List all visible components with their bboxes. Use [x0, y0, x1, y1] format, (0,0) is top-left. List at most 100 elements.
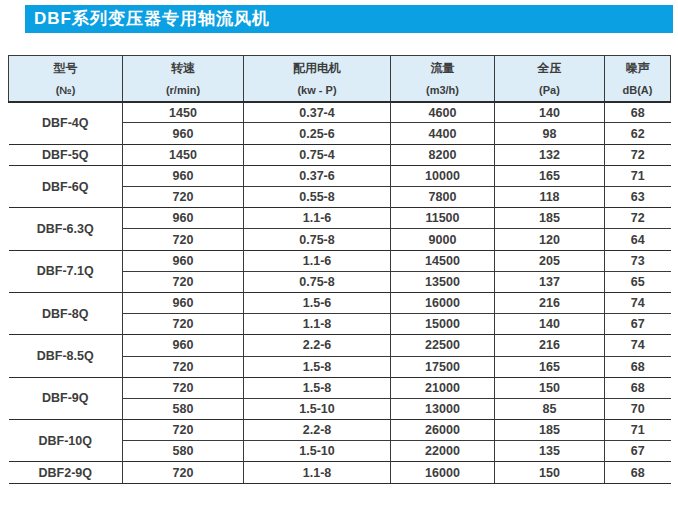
value-cell: 68: [605, 356, 671, 377]
column-header-flow: 流量 (m3/h): [391, 56, 495, 102]
value-cell: 1.1-6: [244, 250, 391, 271]
value-cell: 0.25-6: [244, 123, 391, 144]
value-cell: 720: [123, 187, 244, 208]
value-cell: 2.2-6: [244, 335, 391, 356]
value-cell: 165: [495, 165, 605, 186]
value-cell: 1.1-8: [244, 462, 391, 483]
value-cell: 960: [123, 250, 244, 271]
value-cell: 9000: [391, 229, 495, 250]
value-cell: 64: [605, 229, 671, 250]
value-cell: 15000: [391, 314, 495, 335]
header-row: 型号 (№) 转速 (r/min) 配用电机 (kw - P) 流量 (m3/h…: [9, 56, 671, 102]
table-row: DBF-4Q14500.37-4460014068: [9, 102, 671, 123]
value-cell: 1.1-6: [244, 208, 391, 229]
page-title: DBF系列变压器专用轴流风机: [25, 5, 673, 33]
value-cell: 135: [495, 441, 605, 462]
value-cell: 216: [495, 335, 605, 356]
value-cell: 1.5-8: [244, 356, 391, 377]
value-cell: 74: [605, 335, 671, 356]
value-cell: 72: [605, 208, 671, 229]
column-header-motor: 配用电机 (kw - P): [244, 56, 391, 102]
value-cell: 4400: [391, 123, 495, 144]
value-cell: 67: [605, 441, 671, 462]
model-cell: DBF2-9Q: [9, 462, 123, 483]
value-cell: 85: [495, 398, 605, 419]
value-cell: 0.75-8: [244, 229, 391, 250]
value-cell: 16000: [391, 462, 495, 483]
header-label: 噪声: [626, 61, 650, 75]
value-cell: 1.1-8: [244, 314, 391, 335]
header-unit: (r/min): [166, 84, 200, 96]
value-cell: 580: [123, 441, 244, 462]
header-unit: (kw - P): [297, 84, 336, 96]
model-cell: DBF-10Q: [9, 420, 123, 462]
value-cell: 22000: [391, 441, 495, 462]
value-cell: 1.5-6: [244, 292, 391, 313]
model-cell: DBF-4Q: [9, 102, 123, 144]
table-header: 型号 (№) 转速 (r/min) 配用电机 (kw - P) 流量 (m3/h…: [9, 56, 671, 102]
header-unit: (m3/h): [426, 84, 459, 96]
value-cell: 1450: [123, 102, 244, 123]
value-cell: 26000: [391, 420, 495, 441]
model-cell: DBF-6Q: [9, 165, 123, 207]
value-cell: 0.37-6: [244, 165, 391, 186]
value-cell: 1.5-10: [244, 441, 391, 462]
header-label: 转速: [171, 61, 195, 75]
value-cell: 72: [605, 144, 671, 165]
value-cell: 16000: [391, 292, 495, 313]
value-cell: 22500: [391, 335, 495, 356]
value-cell: 216: [495, 292, 605, 313]
value-cell: 68: [605, 377, 671, 398]
value-cell: 13500: [391, 271, 495, 292]
value-cell: 0.55-8: [244, 187, 391, 208]
value-cell: 720: [123, 229, 244, 250]
value-cell: 580: [123, 398, 244, 419]
value-cell: 4600: [391, 102, 495, 123]
column-header-pressure: 全压 (Pa): [495, 56, 605, 102]
value-cell: 720: [123, 271, 244, 292]
value-cell: 2.2-8: [244, 420, 391, 441]
header-label: 型号: [54, 61, 78, 75]
value-cell: 720: [123, 420, 244, 441]
value-cell: 71: [605, 165, 671, 186]
value-cell: 137: [495, 271, 605, 292]
value-cell: 205: [495, 250, 605, 271]
model-cell: DBF-9Q: [9, 377, 123, 419]
value-cell: 62: [605, 123, 671, 144]
fan-spec-table: 型号 (№) 转速 (r/min) 配用电机 (kw - P) 流量 (m3/h…: [8, 55, 671, 484]
value-cell: 11500: [391, 208, 495, 229]
value-cell: 98: [495, 123, 605, 144]
value-cell: 14500: [391, 250, 495, 271]
column-header-model: 型号 (№): [9, 56, 123, 102]
value-cell: 1.5-8: [244, 377, 391, 398]
value-cell: 74: [605, 292, 671, 313]
value-cell: 21000: [391, 377, 495, 398]
model-cell: DBF-8.5Q: [9, 335, 123, 377]
table-row: DBF-5Q14500.75-4820013272: [9, 144, 671, 165]
value-cell: 7800: [391, 187, 495, 208]
header-label: 流量: [431, 61, 455, 75]
value-cell: 0.75-8: [244, 271, 391, 292]
header-label: 全压: [538, 61, 562, 75]
value-cell: 960: [123, 123, 244, 144]
column-header-speed: 转速 (r/min): [123, 56, 244, 102]
model-cell: DBF-8Q: [9, 292, 123, 334]
value-cell: 150: [495, 377, 605, 398]
value-cell: 118: [495, 187, 605, 208]
value-cell: 960: [123, 292, 244, 313]
table-row: DBF2-9Q7201.1-81600015068: [9, 462, 671, 483]
header-unit: dB(A): [623, 84, 653, 96]
value-cell: 720: [123, 462, 244, 483]
header-unit: (№): [56, 84, 76, 96]
value-cell: 67: [605, 314, 671, 335]
table-row: DBF-8Q9601.5-61600021674: [9, 292, 671, 313]
value-cell: 165: [495, 356, 605, 377]
table-row: DBF-7.1Q9601.1-61450020573: [9, 250, 671, 271]
table-row: DBF-6.3Q9601.1-61150018572: [9, 208, 671, 229]
model-cell: DBF-6.3Q: [9, 208, 123, 250]
value-cell: 63: [605, 187, 671, 208]
value-cell: 71: [605, 420, 671, 441]
value-cell: 140: [495, 314, 605, 335]
table-row: DBF-10Q7202.2-82600018571: [9, 420, 671, 441]
value-cell: 960: [123, 165, 244, 186]
